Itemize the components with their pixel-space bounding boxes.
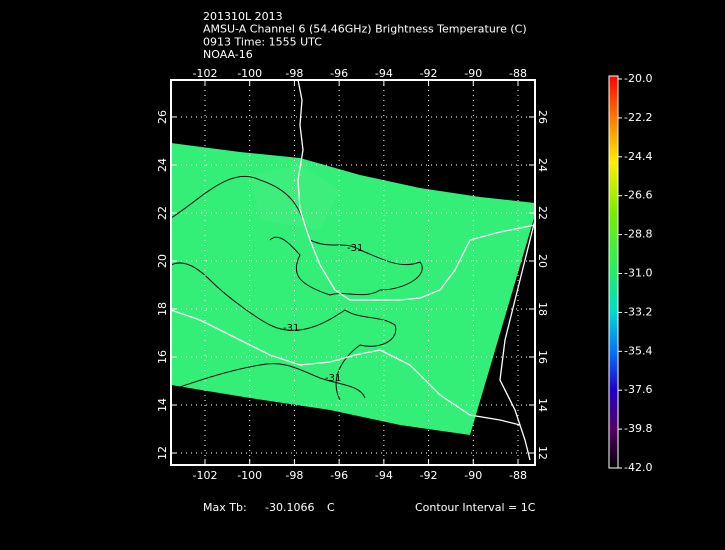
y-tick-label: 24 [156, 158, 169, 172]
title-line: 201310L 2013 [203, 10, 283, 23]
contour-label: -31 [325, 373, 341, 384]
colorbar-label: -20.0 [624, 72, 652, 85]
colorbar-label: -37.6 [624, 383, 652, 396]
y-tick-label: 20 [536, 254, 549, 268]
x-tick-label: -100 [237, 469, 262, 482]
x-tick-label: -92 [420, 67, 438, 80]
y-tick-label: 26 [156, 110, 169, 124]
contour-label: -31 [283, 323, 299, 334]
x-tick-label: -88 [509, 67, 527, 80]
y-tick-label: 18 [536, 302, 549, 316]
colorbar-label: -35.4 [624, 344, 652, 357]
contour [170, 262, 397, 401]
title-line: NOAA-16 [203, 48, 253, 61]
x-tick-label: -88 [509, 469, 527, 482]
y-tick-label: 16 [536, 350, 549, 364]
y-tick-label: 22 [536, 206, 549, 220]
contour [170, 175, 423, 296]
x-tick-label: -98 [285, 67, 303, 80]
colorbar-label: -22.2 [624, 111, 652, 124]
x-tick-label: -92 [420, 469, 438, 482]
coast [170, 309, 521, 426]
x-tick-label: -102 [193, 67, 218, 80]
x-tick-label: -90 [464, 67, 482, 80]
y-tick-label: 14 [536, 398, 549, 412]
y-tick-label: 16 [156, 350, 169, 364]
title-line: AMSU-A Channel 6 (54.46GHz) Brightness T… [203, 23, 527, 36]
x-tick-label: -96 [330, 469, 348, 482]
max-value: -30.1066 [265, 501, 314, 514]
colorbar [608, 75, 619, 469]
y-tick-label: 12 [156, 446, 169, 460]
x-tick-label: -102 [193, 469, 218, 482]
colorbar-label: -28.8 [624, 228, 652, 241]
y-tick-label: 18 [156, 302, 169, 316]
x-tick-label: -98 [285, 469, 303, 482]
y-tick-label: 12 [536, 446, 549, 460]
y-tick-label: 14 [156, 398, 169, 412]
x-tick-label: -90 [464, 469, 482, 482]
coast [499, 219, 536, 461]
colorbar-label: -39.8 [624, 422, 652, 435]
x-tick-label: -94 [375, 67, 393, 80]
y-tick-label: 26 [536, 110, 549, 124]
y-tick-label: 20 [156, 254, 169, 268]
coast [297, 79, 536, 301]
coastline [170, 79, 536, 461]
x-tick-label: -94 [375, 469, 393, 482]
contours [170, 175, 423, 401]
x-tick-label: -100 [237, 67, 262, 80]
max-unit: C [327, 501, 335, 514]
swath-shade [250, 165, 340, 230]
map-frame [170, 79, 536, 466]
colorbar-label: -24.4 [624, 150, 652, 163]
colorbar-label: -31.0 [624, 267, 652, 280]
y-tick-label: 22 [156, 206, 169, 220]
y-tick-label: 24 [536, 158, 549, 172]
contour [170, 363, 366, 399]
contour-interval: Contour Interval = 1C [415, 501, 536, 514]
colorbar-label: -42.0 [624, 461, 652, 474]
max-label: Max Tb: [203, 501, 247, 514]
title-line: 0913 Time: 1555 UTC [203, 35, 322, 48]
grid [171, 80, 535, 465]
x-tick-label: -96 [330, 67, 348, 80]
colorbar-label: -26.6 [624, 189, 652, 202]
contour-label: -31 [347, 243, 363, 254]
colorbar-label: -33.2 [624, 305, 652, 318]
